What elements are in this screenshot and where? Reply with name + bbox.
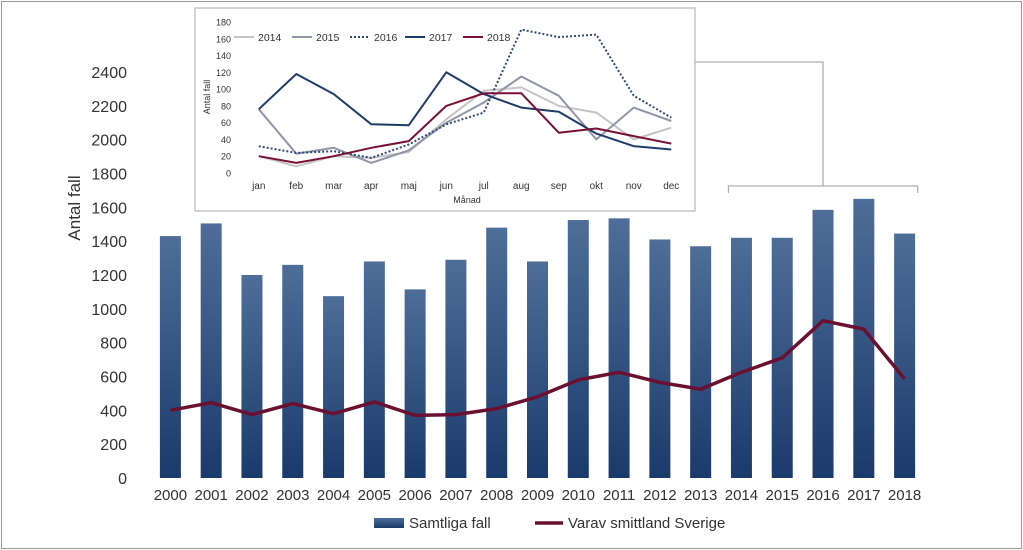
bar-2007 — [445, 259, 467, 478]
bar-2004 — [323, 296, 345, 478]
inset-x-tick-label: maj — [401, 181, 417, 192]
inset-x-tick-label: jul — [478, 181, 489, 192]
bar-2006 — [404, 289, 426, 478]
y-tick-label: 2200 — [91, 99, 127, 116]
inset-x-tick-label: aug — [513, 181, 530, 192]
y-tick-label: 1000 — [91, 302, 127, 319]
bar-2011 — [608, 218, 630, 478]
x-tick-label: 2005 — [358, 487, 391, 504]
legend-swatch-samtliga-fall — [374, 518, 404, 528]
inset-y-tick-label: 100 — [216, 85, 231, 95]
bar-2000 — [159, 236, 181, 478]
bracket-connector — [695, 61, 824, 172]
x-tick-label: 2008 — [480, 487, 513, 504]
inset-x-tick-label: okt — [590, 181, 604, 192]
inset-legend-label: 2015 — [316, 32, 340, 44]
x-tick-label: 2009 — [521, 487, 554, 504]
x-tick-label: 2018 — [888, 487, 921, 504]
inset-legend-label: 2014 — [258, 32, 282, 44]
inset-line-2017 — [258, 71, 672, 151]
inset-x-axis-label: Månad — [453, 195, 481, 205]
x-tick-label: 2015 — [766, 487, 799, 504]
bar-2014 — [730, 237, 752, 478]
x-tick-label: 2000 — [154, 487, 187, 504]
bar-2017 — [853, 198, 875, 478]
bar-2010 — [567, 220, 589, 479]
inset-x-tick-label: feb — [289, 181, 303, 192]
y-tick-label: 400 — [100, 403, 127, 420]
x-tick-label: 2003 — [276, 487, 309, 504]
y-tick-label: 1200 — [91, 268, 127, 285]
inset-line-2016 — [258, 28, 672, 159]
legend-label-varav-smittland: Varav smittland Sverige — [568, 515, 725, 532]
line-varav-smittland-sverige — [170, 318, 906, 418]
x-tick-label: 2007 — [439, 487, 472, 504]
y-tick-label: 0 — [118, 471, 127, 488]
inset-x-tick-label: dec — [663, 181, 679, 192]
bar-2013 — [690, 246, 712, 478]
x-tick-label: 2004 — [317, 487, 350, 504]
y-tick-label: 200 — [100, 437, 127, 454]
bar-2005 — [363, 261, 385, 478]
inset-legend-label: 2016 — [374, 32, 398, 44]
bar-2018 — [894, 233, 916, 478]
inset-line-2015 — [258, 75, 672, 164]
y-tick-label: 800 — [100, 336, 127, 353]
bar-2002 — [241, 275, 263, 478]
x-tick-label: 2013 — [684, 487, 717, 504]
y-tick-label: 1800 — [91, 167, 127, 184]
inset-border — [194, 7, 696, 212]
inset-y-tick-label: 60 — [221, 118, 231, 128]
bar-2016 — [812, 209, 834, 478]
inset-x-tick-label: mar — [325, 181, 343, 192]
x-tick-label: 2016 — [806, 487, 839, 504]
main-chart: 0200400600800100012001400160018002000220… — [65, 65, 921, 504]
inset-y-tick-label: 80 — [221, 101, 231, 111]
inset-y-tick-label: 180 — [216, 18, 231, 28]
x-tick-label: 2014 — [725, 487, 758, 504]
y-tick-label: 1600 — [91, 200, 127, 217]
x-tick-label: 2012 — [643, 487, 676, 504]
inset-y-tick-label: 120 — [216, 68, 231, 78]
inset-x-tick-label: nov — [626, 181, 642, 192]
bar-2003 — [282, 264, 304, 478]
x-tick-label: 2002 — [235, 487, 268, 504]
inset-legend-label: 2018 — [487, 32, 511, 44]
inset-x-tick-label: sep — [551, 181, 568, 192]
main-legend: Samtliga fall Varav smittland Sverige — [374, 515, 725, 532]
x-tick-label: 2011 — [603, 487, 635, 504]
x-tick-label: 2001 — [194, 487, 227, 504]
bar-2008 — [486, 227, 508, 478]
inset-chart: 0 20 40 60 80 100 120 140 160 180 Antal fall jan feb… — [194, 7, 696, 212]
zoom-bracket — [695, 61, 919, 193]
y-axis-label: Antal fall — [65, 175, 84, 240]
inset-y-tick-label: 40 — [221, 135, 231, 145]
inset-x-tick-label: apr — [364, 181, 379, 192]
inset-legend-label: 2017 — [429, 32, 453, 44]
inset-x-tick-label: jan — [251, 181, 265, 192]
inset-y-tick-label: 140 — [216, 51, 231, 61]
inset-line-2018 — [258, 92, 672, 164]
inset-y-tick-label: 0 — [226, 169, 231, 179]
inset-y-tick-label: 20 — [221, 152, 231, 162]
y-tick-label: 2000 — [91, 133, 127, 150]
y-tick-label: 2400 — [91, 65, 127, 82]
y-tick-label: 1400 — [91, 234, 127, 251]
bar-2012 — [649, 239, 671, 478]
legend-label-samtliga-fall: Samtliga fall — [409, 515, 491, 532]
inset-y-tick-label: 160 — [216, 34, 231, 44]
x-tick-label: 2017 — [847, 487, 880, 504]
bar-2001 — [200, 223, 222, 478]
x-tick-label: 2006 — [398, 487, 431, 504]
inset-x-tick-label: jun — [439, 181, 453, 192]
inset-y-axis-label: Antal fall — [202, 80, 212, 115]
x-tick-label: 2010 — [562, 487, 595, 504]
bar-2009 — [527, 261, 548, 478]
y-tick-label: 600 — [100, 370, 127, 387]
